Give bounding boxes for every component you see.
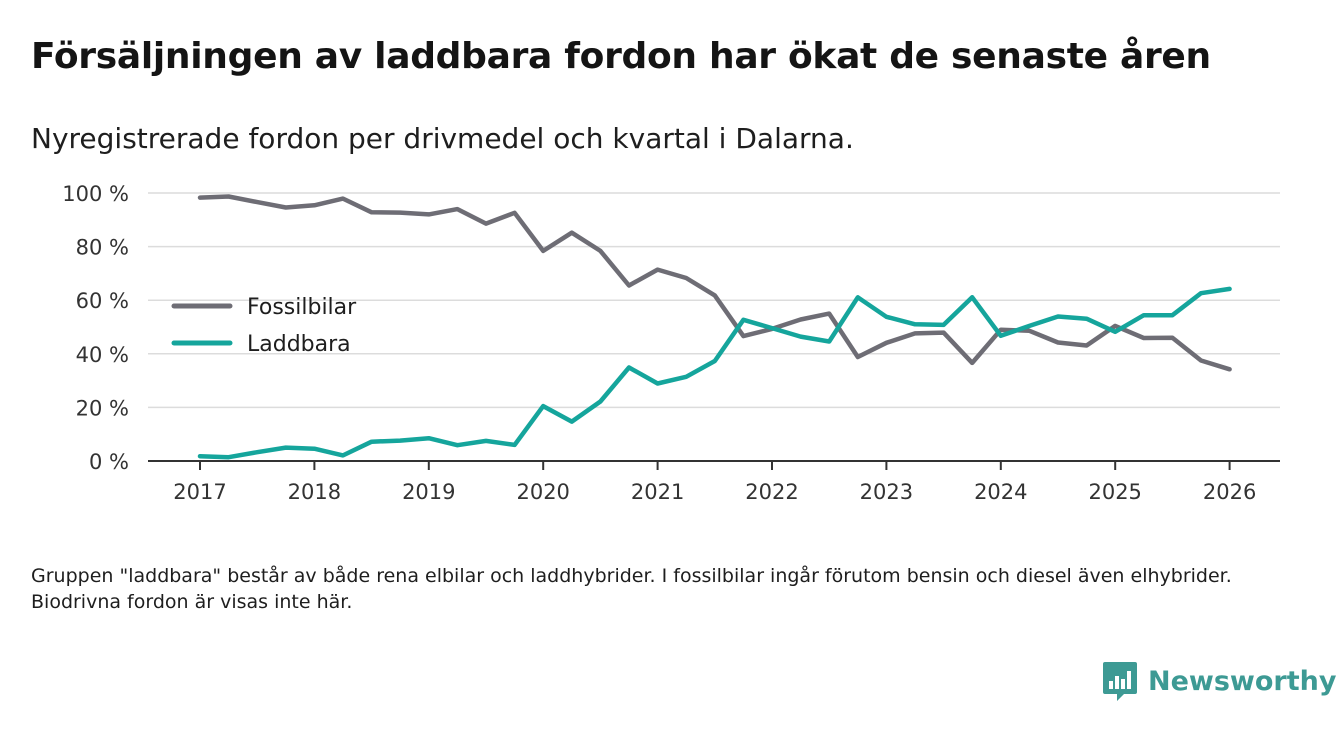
line-chart: 0 % 20 % 40 % 60 % 80 % 100 % 2017 2018 2019 2020…	[62, 182, 1280, 504]
y-tick-label: 100 %	[62, 182, 129, 206]
x-tick-label: 2019	[402, 480, 455, 504]
legend-label-laddbara: Laddbara	[247, 332, 351, 357]
series-lines	[197, 194, 1232, 460]
x-tick-label: 2023	[860, 480, 913, 504]
gridlines	[148, 192, 1280, 409]
chart-subtitle: Nyregistrerade fordon per drivmedel och …	[31, 122, 854, 155]
footnote: Gruppen "laddbara" består av både rena e…	[31, 565, 1232, 613]
x-tick-label: 2026	[1203, 480, 1256, 504]
x-tick-label: 2024	[974, 480, 1027, 504]
brand-name: Newsworthy	[1148, 665, 1337, 697]
x-tick-label: 2020	[516, 480, 569, 504]
x-tick-label: 2017	[173, 480, 226, 504]
y-tick-label: 80 %	[76, 236, 129, 260]
legend: Fossilbilar Laddbara	[171, 295, 357, 357]
newsworthy-logo-icon	[1103, 662, 1137, 701]
axes: 0 % 20 % 40 % 60 % 80 % 100 % 2017 2018 2019 2020…	[62, 182, 1280, 504]
x-tick-label: 2025	[1088, 480, 1141, 504]
x-tick-label: 2018	[288, 480, 341, 504]
legend-label-fossilbilar: Fossilbilar	[247, 295, 357, 320]
brand: Newsworthy	[1102, 660, 1336, 702]
series-line-laddbara	[197, 286, 1232, 460]
y-tick-label: 60 %	[76, 289, 129, 313]
y-tick-label: 0 %	[89, 450, 129, 474]
series-line-fossilbilar	[197, 194, 1232, 372]
chart-title: Försäljningen av laddbara fordon har öka…	[31, 36, 1211, 77]
y-tick-label: 40 %	[76, 343, 129, 367]
y-tick-label: 20 %	[76, 396, 129, 420]
x-tick-label: 2022	[745, 480, 798, 504]
x-tick-label: 2021	[631, 480, 684, 504]
